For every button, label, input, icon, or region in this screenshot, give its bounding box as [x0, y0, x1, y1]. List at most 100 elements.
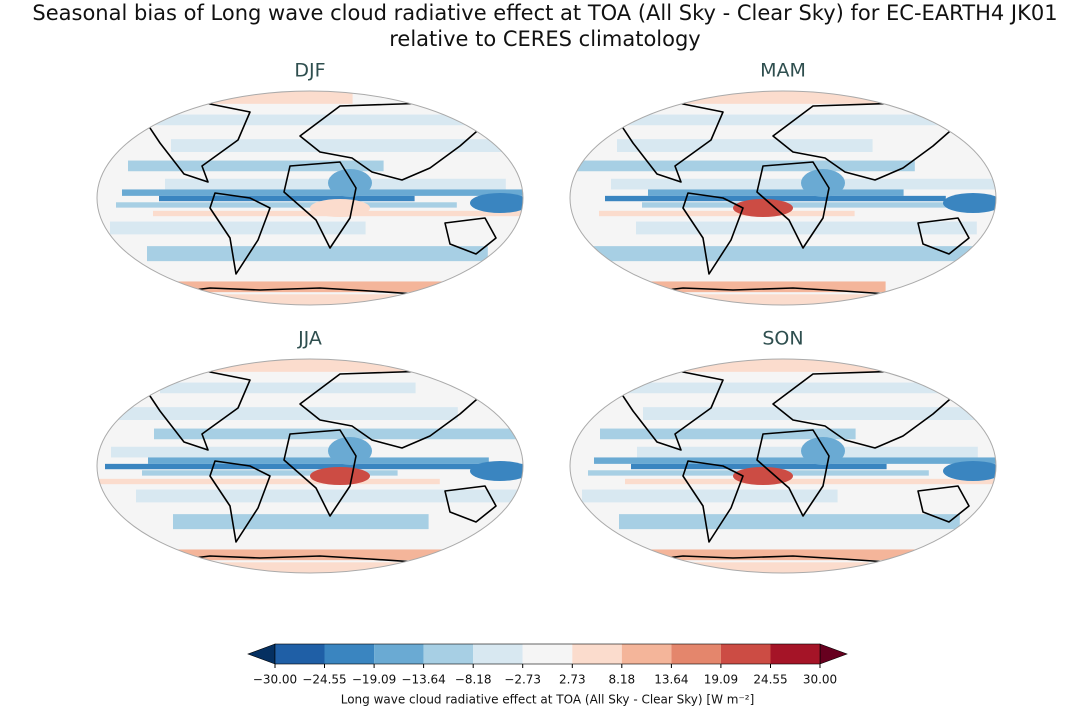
map-band: [606, 382, 947, 394]
map-band: [642, 202, 996, 208]
colorbar-segment: [671, 644, 721, 664]
colorbar-segment: [621, 644, 672, 664]
colorbar-tick-label: −30.00: [253, 673, 297, 687]
map-band: [123, 359, 523, 372]
map-blob: [733, 467, 793, 485]
map-blob: [801, 169, 845, 197]
colorbar-frame: [274, 643, 821, 665]
map-band: [576, 549, 996, 561]
map-band: [147, 246, 488, 262]
map: [97, 91, 523, 305]
figure-title: Seasonal bias of Long wave cloud radiati…: [32, 1, 1057, 25]
panel-title: MAM: [760, 60, 806, 82]
map-band: [625, 478, 996, 485]
colorbar-segment: [770, 644, 820, 664]
colorbar-under: [247, 643, 276, 665]
map-band: [110, 221, 366, 235]
map-band: [97, 91, 353, 104]
map-blob: [943, 461, 996, 481]
map-blob: [470, 193, 523, 213]
map-band: [154, 428, 523, 440]
colorbar-tick-label: 13.64: [654, 673, 688, 687]
map-band: [141, 294, 397, 305]
map-band: [111, 446, 367, 458]
map-band: [605, 195, 946, 202]
map-blob: [310, 467, 370, 485]
map-band: [619, 514, 960, 530]
map-band: [623, 91, 964, 104]
map-band: [122, 189, 523, 196]
map-band: [128, 160, 384, 172]
map-blob: [310, 199, 370, 217]
colorbar-segment: [473, 644, 523, 664]
map-band: [160, 382, 416, 394]
colorbar-tick-label: −19.09: [352, 673, 396, 687]
panel-title: SON: [762, 328, 803, 350]
map: [570, 91, 996, 305]
map-blob: [328, 437, 372, 465]
colorbar-segment: [324, 644, 375, 664]
map-band: [171, 139, 523, 152]
map-band: [613, 562, 869, 573]
map-band: [648, 189, 904, 196]
map: [570, 359, 996, 573]
colorbar-over: [819, 643, 848, 665]
map-band: [600, 428, 856, 440]
map-band: [636, 221, 977, 235]
colorbar-segment: [374, 644, 424, 664]
map-band: [148, 457, 489, 464]
map-band: [643, 407, 996, 420]
map-band: [630, 281, 886, 293]
map-band: [617, 139, 873, 152]
map-band: [582, 489, 838, 503]
map-blob: [801, 437, 845, 465]
panel-title: JJA: [297, 328, 322, 350]
map-band: [631, 463, 887, 470]
map-border: [96, 90, 524, 306]
map-blob: [328, 169, 372, 197]
map-band: [173, 514, 429, 530]
colorbar-tick-label: 8.18: [608, 673, 635, 687]
colorbar-tick-label: 24.55: [753, 673, 787, 687]
map-band: [574, 160, 915, 172]
map-band: [593, 246, 996, 262]
map-band: [136, 489, 523, 503]
map-border: [96, 358, 524, 574]
colorbar-tick-label: −8.18: [455, 673, 492, 687]
map-band: [142, 470, 398, 476]
map-border: [569, 90, 997, 306]
colorbar-segment: [423, 644, 474, 664]
map-band: [116, 202, 457, 208]
map-band: [105, 463, 523, 470]
colorbar-tick-label: −2.73: [504, 673, 541, 687]
colorbar-tick-label: 19.09: [704, 673, 738, 687]
map-blob: [943, 193, 996, 213]
figure-title: relative to CERES climatology: [389, 27, 701, 51]
map-band: [104, 281, 523, 293]
map-blob: [470, 461, 523, 481]
map-band: [134, 114, 475, 126]
colorbar-segment: [572, 644, 622, 664]
map-band: [580, 114, 996, 126]
map-band: [130, 549, 471, 561]
map-band: [99, 478, 440, 485]
colorbar-label: Long wave cloud radiative effect at TOA …: [341, 693, 755, 707]
colorbar-segment: [522, 644, 573, 664]
colorbar-segment: [720, 644, 771, 664]
colorbar-tick-label: −24.55: [302, 673, 346, 687]
colorbar-tick-label: −13.64: [401, 673, 445, 687]
map-blob: [733, 199, 793, 217]
colorbar-tick-label: 2.73: [559, 673, 586, 687]
map: [97, 359, 523, 573]
colorbar-tick-label: 30.00: [803, 673, 837, 687]
colorbar-segment: [275, 644, 325, 664]
map-band: [117, 407, 458, 420]
map-band: [594, 457, 996, 464]
map-band: [159, 195, 415, 202]
map-band: [599, 210, 855, 217]
map-band: [167, 562, 523, 573]
map-band: [587, 294, 928, 305]
map-border: [569, 358, 997, 574]
panel-title: DJF: [294, 60, 325, 82]
